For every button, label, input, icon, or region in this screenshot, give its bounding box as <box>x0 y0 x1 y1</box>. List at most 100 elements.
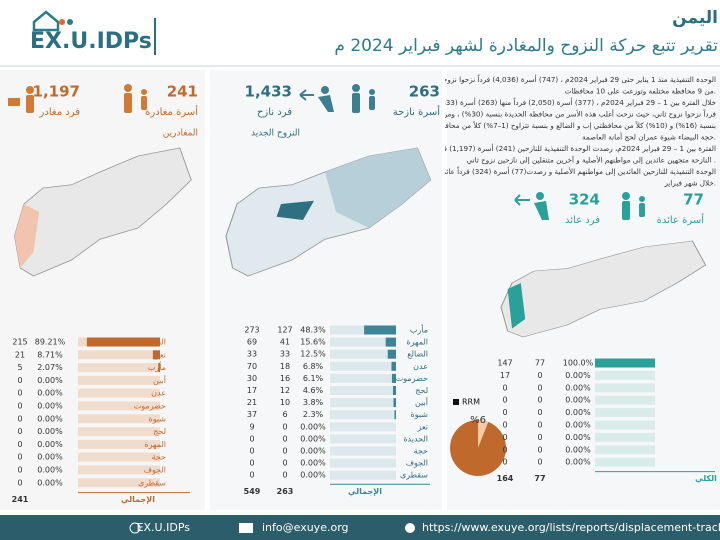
kpi-value: 324 <box>569 191 600 209</box>
cell-number: 30 <box>247 374 257 383</box>
cell-number: 0 <box>502 433 507 442</box>
cell-number: 0 <box>282 459 287 468</box>
cell-number: 41 <box>280 338 290 347</box>
cell-percent: 0.00% <box>37 389 63 398</box>
bar <box>391 361 396 371</box>
cell-percent: 0.00% <box>37 453 63 462</box>
cell-number: 0 <box>249 434 254 443</box>
cell-percent: 0.00% <box>565 396 591 405</box>
cell-percent: 0.00% <box>565 383 591 392</box>
total-label: الكلي <box>695 474 717 483</box>
cell-name: المهرة <box>144 440 166 449</box>
bar-track <box>330 361 396 371</box>
cell-number: 6 <box>282 410 287 419</box>
footer-url[interactable]: https://www.exuye.org/lists/reports/disp… <box>422 521 720 534</box>
summary-line: (617) فرداً نزحوا نزوح ثاني، حيث نزحت أغ… <box>420 109 716 119</box>
bar-track <box>78 375 160 385</box>
total-label: الإجمالي <box>348 487 382 496</box>
cell-number: 0 <box>502 458 507 467</box>
kpi-label: أسرة نازحة <box>393 105 441 118</box>
summary-line: بنسبة (16%) و (10%) كلاً من محافظتي إب و… <box>400 120 716 130</box>
cell-name: شبوة <box>411 410 429 419</box>
cell-percent: 0.00% <box>300 471 326 480</box>
cell-number: 17 <box>500 371 510 380</box>
cell-number: 69 <box>247 338 257 347</box>
cell-number: 0 <box>17 376 22 385</box>
pie-legend-label: RRM <box>462 398 480 407</box>
cell-name: لحج <box>153 427 166 436</box>
cell-percent: 0.00% <box>565 421 591 430</box>
cell-number: 0 <box>17 414 22 423</box>
total-number: 241 <box>12 495 29 504</box>
cell-number: 0 <box>502 383 507 392</box>
cell-number: 33 <box>247 350 257 359</box>
cell-percent: 2.07% <box>37 363 63 372</box>
bar-track <box>595 408 655 418</box>
summary-line: حجة البيضاء شبوة عمران لحج أمانة العاصمة… <box>582 132 716 142</box>
cell-percent: 0.00% <box>300 422 326 431</box>
cell-number: 0 <box>537 433 542 442</box>
displacement-icons <box>299 84 375 113</box>
cell-name: حضرموت <box>396 374 428 383</box>
cell-number: 0 <box>17 478 22 487</box>
kpi-value: 263 <box>409 83 440 101</box>
cell-number: 0 <box>537 421 542 430</box>
cell-percent: 0.00% <box>37 402 63 411</box>
cell-number: 0 <box>537 371 542 380</box>
cell-number: 273 <box>244 326 259 335</box>
cell-percent: 0.00% <box>37 466 63 475</box>
bar-track <box>78 401 160 411</box>
bar-track <box>330 373 396 383</box>
new-displacement-panel <box>210 70 442 510</box>
kpi-label: أسرة مغادرة <box>145 105 198 118</box>
summary-line: الوحدة التنفيذية للنازحين العائدين إلى م… <box>425 166 716 176</box>
cell-name: شبوة <box>149 414 167 423</box>
cell-name: لحج <box>415 386 428 395</box>
summary-line: الوحدة التنفيذية منذ 1 يناير حتى 29 فبرا… <box>384 74 716 84</box>
cell-name: سقطرى <box>138 478 166 487</box>
bar <box>385 337 396 347</box>
cell-number: 18 <box>280 362 290 371</box>
bar <box>152 350 160 360</box>
cell-percent: 0.00% <box>565 433 591 442</box>
bar-track <box>78 414 160 424</box>
footer-email[interactable]: info@exuye.org <box>262 521 349 534</box>
cell-percent: 0.00% <box>37 427 63 436</box>
kpi-value: 77 <box>683 191 704 209</box>
cell-name: حجة <box>414 447 428 456</box>
total-number: 77 <box>534 474 545 483</box>
cell-number: 10 <box>280 398 290 407</box>
departure-icons <box>8 84 147 113</box>
bar-track <box>78 478 160 488</box>
bar <box>394 410 396 420</box>
pie-label: %6 <box>470 415 486 426</box>
bar-track <box>330 337 396 347</box>
footer-icon <box>405 523 415 533</box>
bar-track <box>330 470 396 480</box>
departures-map <box>14 147 192 277</box>
cell-number: 0 <box>17 427 22 436</box>
bar-track <box>78 350 160 360</box>
cell-number: 0 <box>17 440 22 449</box>
cell-number: 21 <box>15 350 25 359</box>
bar-track <box>330 386 396 395</box>
bar-track <box>330 325 396 335</box>
bar <box>158 363 160 373</box>
cell-name: حجة <box>152 453 166 462</box>
cell-percent: 0.00% <box>565 408 591 417</box>
cell-number: 0 <box>17 389 22 398</box>
pie-slice <box>478 420 489 448</box>
cell-percent: 0.00% <box>300 459 326 468</box>
cell-percent: 0.00% <box>300 447 326 456</box>
cell-number: 0 <box>249 459 254 468</box>
cell-number: 9 <box>249 422 254 431</box>
cell-percent: 2.3% <box>303 410 324 419</box>
returns-map <box>500 240 707 338</box>
cell-name: تعز <box>155 350 167 359</box>
logo-text: EX.U.IDPs <box>30 29 152 54</box>
cell-number: 0 <box>537 396 542 405</box>
cell-name: مأرب <box>410 324 428 335</box>
cell-number: 0 <box>502 408 507 417</box>
cell-number: 37 <box>247 410 257 419</box>
cell-name: الجوف <box>144 466 166 475</box>
